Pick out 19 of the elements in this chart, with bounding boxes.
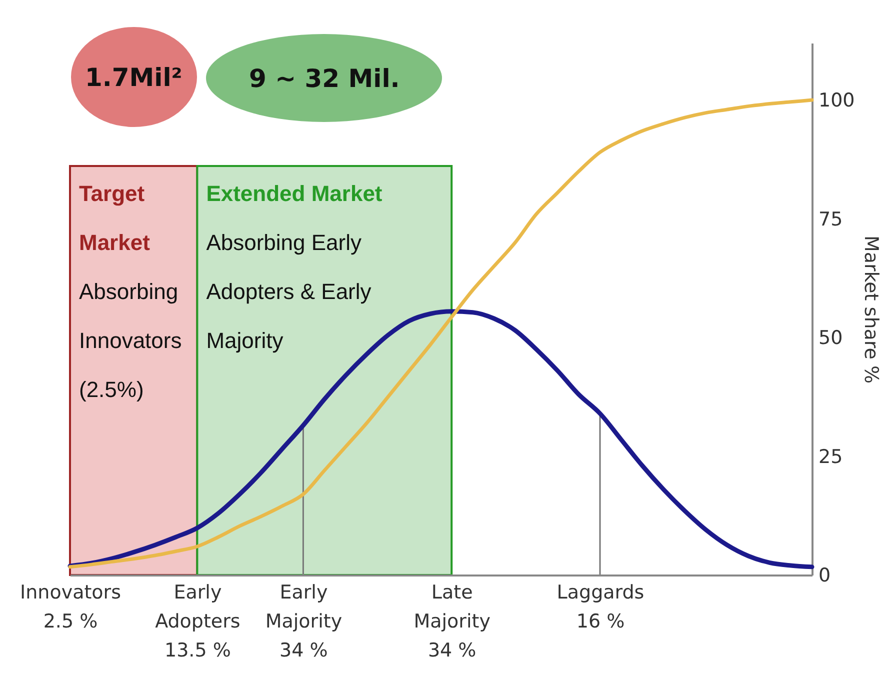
x-tick-label: Innovators 2.5 %	[20, 582, 121, 632]
y-axis-title: Market share %	[860, 235, 882, 384]
y-tick-label: 75	[818, 208, 843, 230]
x-tick-label: Late Majority 34 %	[414, 582, 490, 662]
band-label: Extended Market	[206, 181, 383, 206]
x-tick-label: Laggards 16 %	[556, 582, 644, 632]
y-tick-label: 50	[818, 327, 843, 349]
line-series	[68, 98, 814, 569]
x-tick-label: Early Adopters 13.5 %	[155, 582, 240, 662]
oval-badge: 9 ~ 32 Mil.	[206, 34, 442, 122]
y-tick-label: 100	[818, 90, 855, 112]
y-tick-label: 0	[818, 564, 831, 586]
annotation: Absorbing Innovators (2.5%)	[79, 279, 182, 402]
x-tick-label: Early Majority 34 %	[265, 582, 342, 662]
oval-badge: 1.7Mil²	[70, 27, 197, 127]
annotation: Absorbing Early Adopters & Early Majority	[206, 230, 372, 353]
line-series	[68, 309, 814, 570]
band-label: Target Market	[79, 181, 151, 255]
y-tick-label: 25	[818, 446, 843, 468]
